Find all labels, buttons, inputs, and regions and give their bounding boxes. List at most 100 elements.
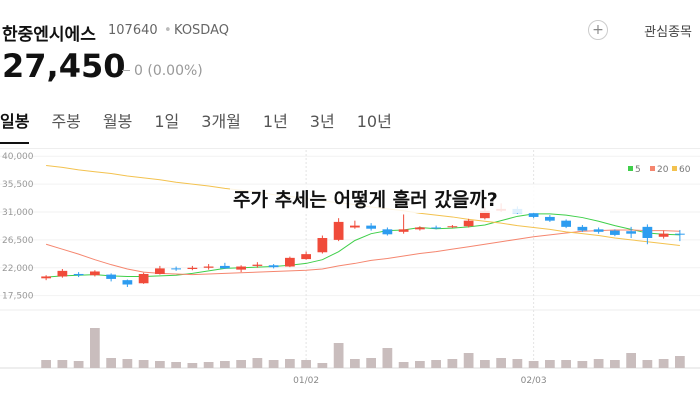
legend-swatch (650, 166, 655, 171)
price: 27,450 (2, 47, 126, 85)
volume-bar (626, 353, 636, 368)
candle-body (675, 233, 685, 235)
volume-bar (512, 359, 523, 368)
candle-body (252, 264, 263, 266)
volume-bar (268, 360, 279, 368)
annotation: 주가 추세는 어떻게 흘러 갔을까? (233, 188, 498, 211)
period-tab[interactable]: 주봉 (51, 112, 81, 131)
volume-bar (138, 360, 149, 368)
volume-bar (658, 359, 669, 368)
candle-body (447, 226, 458, 228)
candle-body (73, 273, 84, 276)
candle-body (187, 267, 198, 270)
candle-body (626, 231, 636, 234)
legend-swatch (628, 166, 633, 171)
period-tab[interactable]: 3년 (309, 112, 335, 131)
y-tick-label: 35,500 (2, 180, 34, 190)
volume-bar (333, 343, 344, 368)
volume-bar (203, 362, 214, 368)
candle-body (593, 229, 604, 232)
volume-bar (561, 360, 571, 368)
candle-body (528, 213, 539, 217)
y-tick-label: 31,000 (2, 208, 34, 218)
volume-bar (577, 361, 588, 368)
candle-body (90, 271, 100, 276)
candle-body (236, 266, 246, 270)
stock-code: 107640 (108, 23, 158, 38)
price-change: 0 (0.00%) (134, 63, 203, 79)
candle-body (138, 273, 149, 284)
candle-body (220, 265, 230, 269)
watch-button[interactable]: 관심종목 (644, 25, 692, 40)
add-icon[interactable]: + (588, 20, 608, 40)
x-tick-label: 02/03 (521, 376, 547, 386)
volume-bar (252, 358, 263, 368)
flat-icon (122, 70, 130, 71)
candle-body (431, 227, 441, 229)
volume-bar (57, 360, 68, 368)
candle-body (577, 226, 588, 231)
period-tab[interactable]: 1년 (262, 112, 288, 131)
volume-bar (382, 348, 393, 368)
candle-body (57, 270, 68, 277)
candle-body (41, 276, 51, 279)
candle-body (268, 265, 279, 268)
candle-body (203, 266, 214, 268)
market: KOSDAQ (174, 23, 229, 38)
volume-bar (301, 360, 311, 368)
period-tab[interactable]: 월봉 (102, 112, 133, 131)
volume-bar (528, 361, 539, 368)
period-tab[interactable]: 1일 (154, 112, 180, 131)
period-tab[interactable]: 일봉 (0, 108, 30, 144)
candle-body (155, 268, 165, 274)
legend-label: 20 (657, 165, 669, 175)
candle-body (171, 268, 181, 270)
volume-bar (285, 359, 295, 368)
candle-body (317, 238, 328, 253)
volume-bar (122, 359, 133, 368)
legend-swatch (672, 166, 677, 171)
volume-bar (496, 358, 506, 368)
volume-bar (106, 358, 116, 368)
volume-bar (220, 361, 230, 368)
legend-label: 5 (635, 165, 641, 175)
period-tabs: 일봉 주봉 월봉 1일 3개월 1년 3년 10년 (0, 108, 414, 144)
volume-bar (155, 361, 165, 368)
separator: • (164, 23, 172, 38)
volume-bar (350, 359, 360, 368)
candle-body (545, 216, 555, 221)
volume-bar (90, 328, 100, 368)
y-tick-label: 17,500 (2, 292, 34, 302)
candle-body (301, 254, 311, 260)
legend-label: 60 (679, 165, 691, 175)
candle-body (415, 227, 425, 230)
volume-bar (480, 360, 490, 368)
candle-body (610, 230, 620, 235)
volume-bar (398, 362, 409, 368)
volume-bar (447, 359, 458, 368)
y-tick-label: 40,000 (2, 152, 34, 162)
volume-bar (545, 360, 555, 368)
y-tick-label: 26,500 (2, 236, 34, 246)
candle-body (480, 210, 490, 219)
period-tab[interactable]: 10년 (356, 112, 392, 131)
candle-body (366, 225, 376, 229)
x-tick-label: 01/02 (293, 376, 319, 386)
volume-bar (431, 360, 441, 368)
candle-body (642, 226, 653, 239)
candle-body (350, 225, 360, 228)
candle-body (382, 229, 393, 235)
volume-bar (73, 361, 84, 368)
period-tab[interactable]: 3개월 (201, 112, 241, 131)
volume-bar (610, 360, 620, 368)
candle-body (122, 280, 133, 285)
volume-bar (675, 356, 685, 368)
divider (0, 148, 700, 149)
volume-bar (463, 353, 474, 368)
candle-body (106, 274, 116, 279)
volume-bar (317, 363, 328, 368)
candle-body (658, 233, 669, 237)
volume-bar (236, 360, 246, 368)
candle-body (463, 220, 474, 227)
